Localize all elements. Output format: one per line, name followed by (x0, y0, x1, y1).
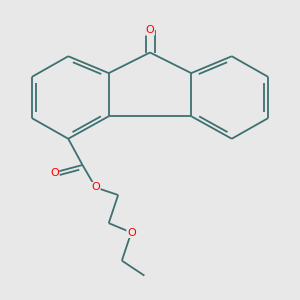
Text: O: O (127, 227, 136, 238)
Text: O: O (91, 182, 100, 193)
Text: O: O (146, 25, 154, 35)
Text: O: O (50, 167, 59, 178)
